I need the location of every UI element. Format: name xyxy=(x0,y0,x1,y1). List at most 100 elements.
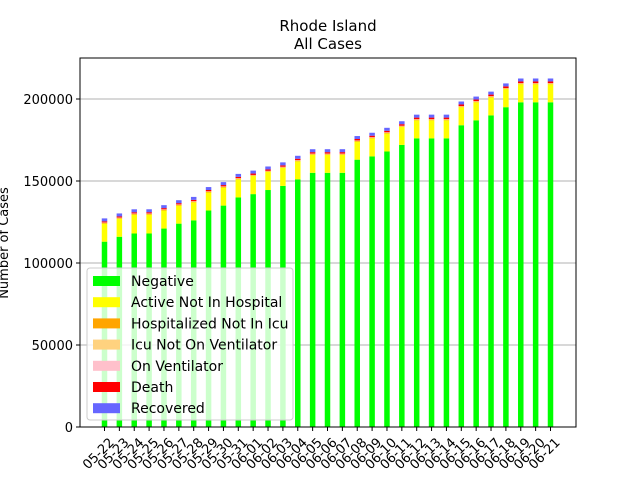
bar-segment xyxy=(339,154,346,155)
bar-segment xyxy=(295,158,301,161)
bar-segment xyxy=(176,203,182,205)
bar-segment xyxy=(339,152,346,154)
bar-segment xyxy=(265,169,271,171)
bar-segment xyxy=(428,119,435,121)
bar-segment xyxy=(250,175,256,177)
legend-label: Active Not In Hospital xyxy=(131,295,282,311)
bar-segment xyxy=(413,117,420,120)
bar-segment xyxy=(547,78,554,82)
bar-segment xyxy=(190,199,197,202)
bar-segment xyxy=(190,202,197,221)
bar-segment xyxy=(205,187,212,191)
bar-segment xyxy=(280,167,286,168)
bar-segment xyxy=(220,182,227,186)
bar-segment xyxy=(235,176,242,179)
bar-segment xyxy=(547,83,554,85)
bar-segment xyxy=(443,114,450,118)
bar-segment xyxy=(443,120,450,139)
bar-segment xyxy=(399,126,405,127)
bar-segment xyxy=(369,132,375,136)
bar-segment xyxy=(473,102,479,121)
bar-segment xyxy=(503,86,509,89)
bar-segment xyxy=(443,138,450,428)
chart-title: Rhode Island xyxy=(279,17,376,35)
legend: Negative Active Not In Hospital Hospitaliz… xyxy=(86,267,294,421)
bar-segment xyxy=(101,222,108,224)
bar-segment xyxy=(354,138,360,141)
y-axis-ticks: 0 50000 100000 150000 200000 xyxy=(23,93,80,436)
bar-segment xyxy=(532,78,539,82)
bar-segment xyxy=(265,171,271,191)
legend-box xyxy=(86,267,294,421)
bar-segment xyxy=(131,212,137,214)
bar-segment xyxy=(443,119,450,121)
bar-segment xyxy=(428,117,435,120)
bar-segment xyxy=(295,155,301,159)
legend-swatch xyxy=(93,297,120,308)
bar-segment xyxy=(250,173,256,175)
bar-segment xyxy=(354,136,360,139)
bar-segment xyxy=(161,209,167,211)
bar-segment xyxy=(413,120,420,139)
bar-segment xyxy=(295,179,301,427)
bar-segment xyxy=(295,160,301,162)
legend-swatch xyxy=(93,339,120,350)
y-tick-label: 200000 xyxy=(23,93,73,108)
bar-segment xyxy=(384,130,390,133)
bar-segment xyxy=(176,200,182,204)
bar-segment xyxy=(339,154,346,173)
bar-segment xyxy=(250,170,256,174)
bar-segment xyxy=(146,212,152,214)
bar-segment xyxy=(503,88,509,90)
bar-segment xyxy=(428,120,435,139)
bar-segment xyxy=(324,172,331,427)
bar-segment xyxy=(116,213,123,217)
bar-segment xyxy=(205,192,212,211)
bar-segment xyxy=(220,187,227,206)
bar-segment xyxy=(369,135,375,138)
bar-segment xyxy=(205,190,212,192)
bar-segment xyxy=(220,186,227,188)
bar-segment xyxy=(235,179,242,198)
bar-segment xyxy=(399,121,405,125)
bar-segment xyxy=(309,152,316,154)
legend-label: Negative xyxy=(131,274,194,290)
bar-segment xyxy=(443,117,450,120)
bar-segment xyxy=(250,176,256,195)
bar-segment xyxy=(161,205,167,209)
bar-segment xyxy=(399,124,405,126)
bar-segment xyxy=(220,185,227,187)
legend-swatch xyxy=(93,276,120,286)
bar-segment xyxy=(354,141,360,160)
bar-segment xyxy=(458,125,465,428)
bar-segment xyxy=(532,81,539,84)
bar-segment xyxy=(280,165,286,167)
bar-segment xyxy=(458,104,465,107)
bar-segment xyxy=(488,91,494,95)
bar-segment xyxy=(518,83,524,85)
bar-segment xyxy=(131,209,137,213)
bar-segment xyxy=(473,120,479,427)
bar-segment xyxy=(235,173,242,177)
bar-segment xyxy=(309,149,316,153)
bar-segment xyxy=(488,94,494,97)
bar-segment xyxy=(518,81,524,84)
legend-label: Death xyxy=(131,380,173,396)
bar-segment xyxy=(458,106,465,108)
bar-segment xyxy=(384,151,390,428)
bar-segment xyxy=(428,114,435,118)
bar-segment xyxy=(205,191,212,193)
bar-segment xyxy=(369,138,375,157)
bar-segment xyxy=(532,84,539,103)
chart-subtitle: All Cases xyxy=(294,35,362,53)
bar-segment xyxy=(265,166,271,170)
bar-segment xyxy=(101,218,108,222)
bar-segment xyxy=(503,89,509,108)
bar-segment xyxy=(547,84,554,103)
bar-segment xyxy=(146,214,152,234)
bar-segment xyxy=(190,196,197,200)
bar-segment xyxy=(488,96,494,98)
bar-segment xyxy=(131,213,137,215)
bar-segment xyxy=(413,114,420,118)
bar-segment xyxy=(309,154,316,173)
